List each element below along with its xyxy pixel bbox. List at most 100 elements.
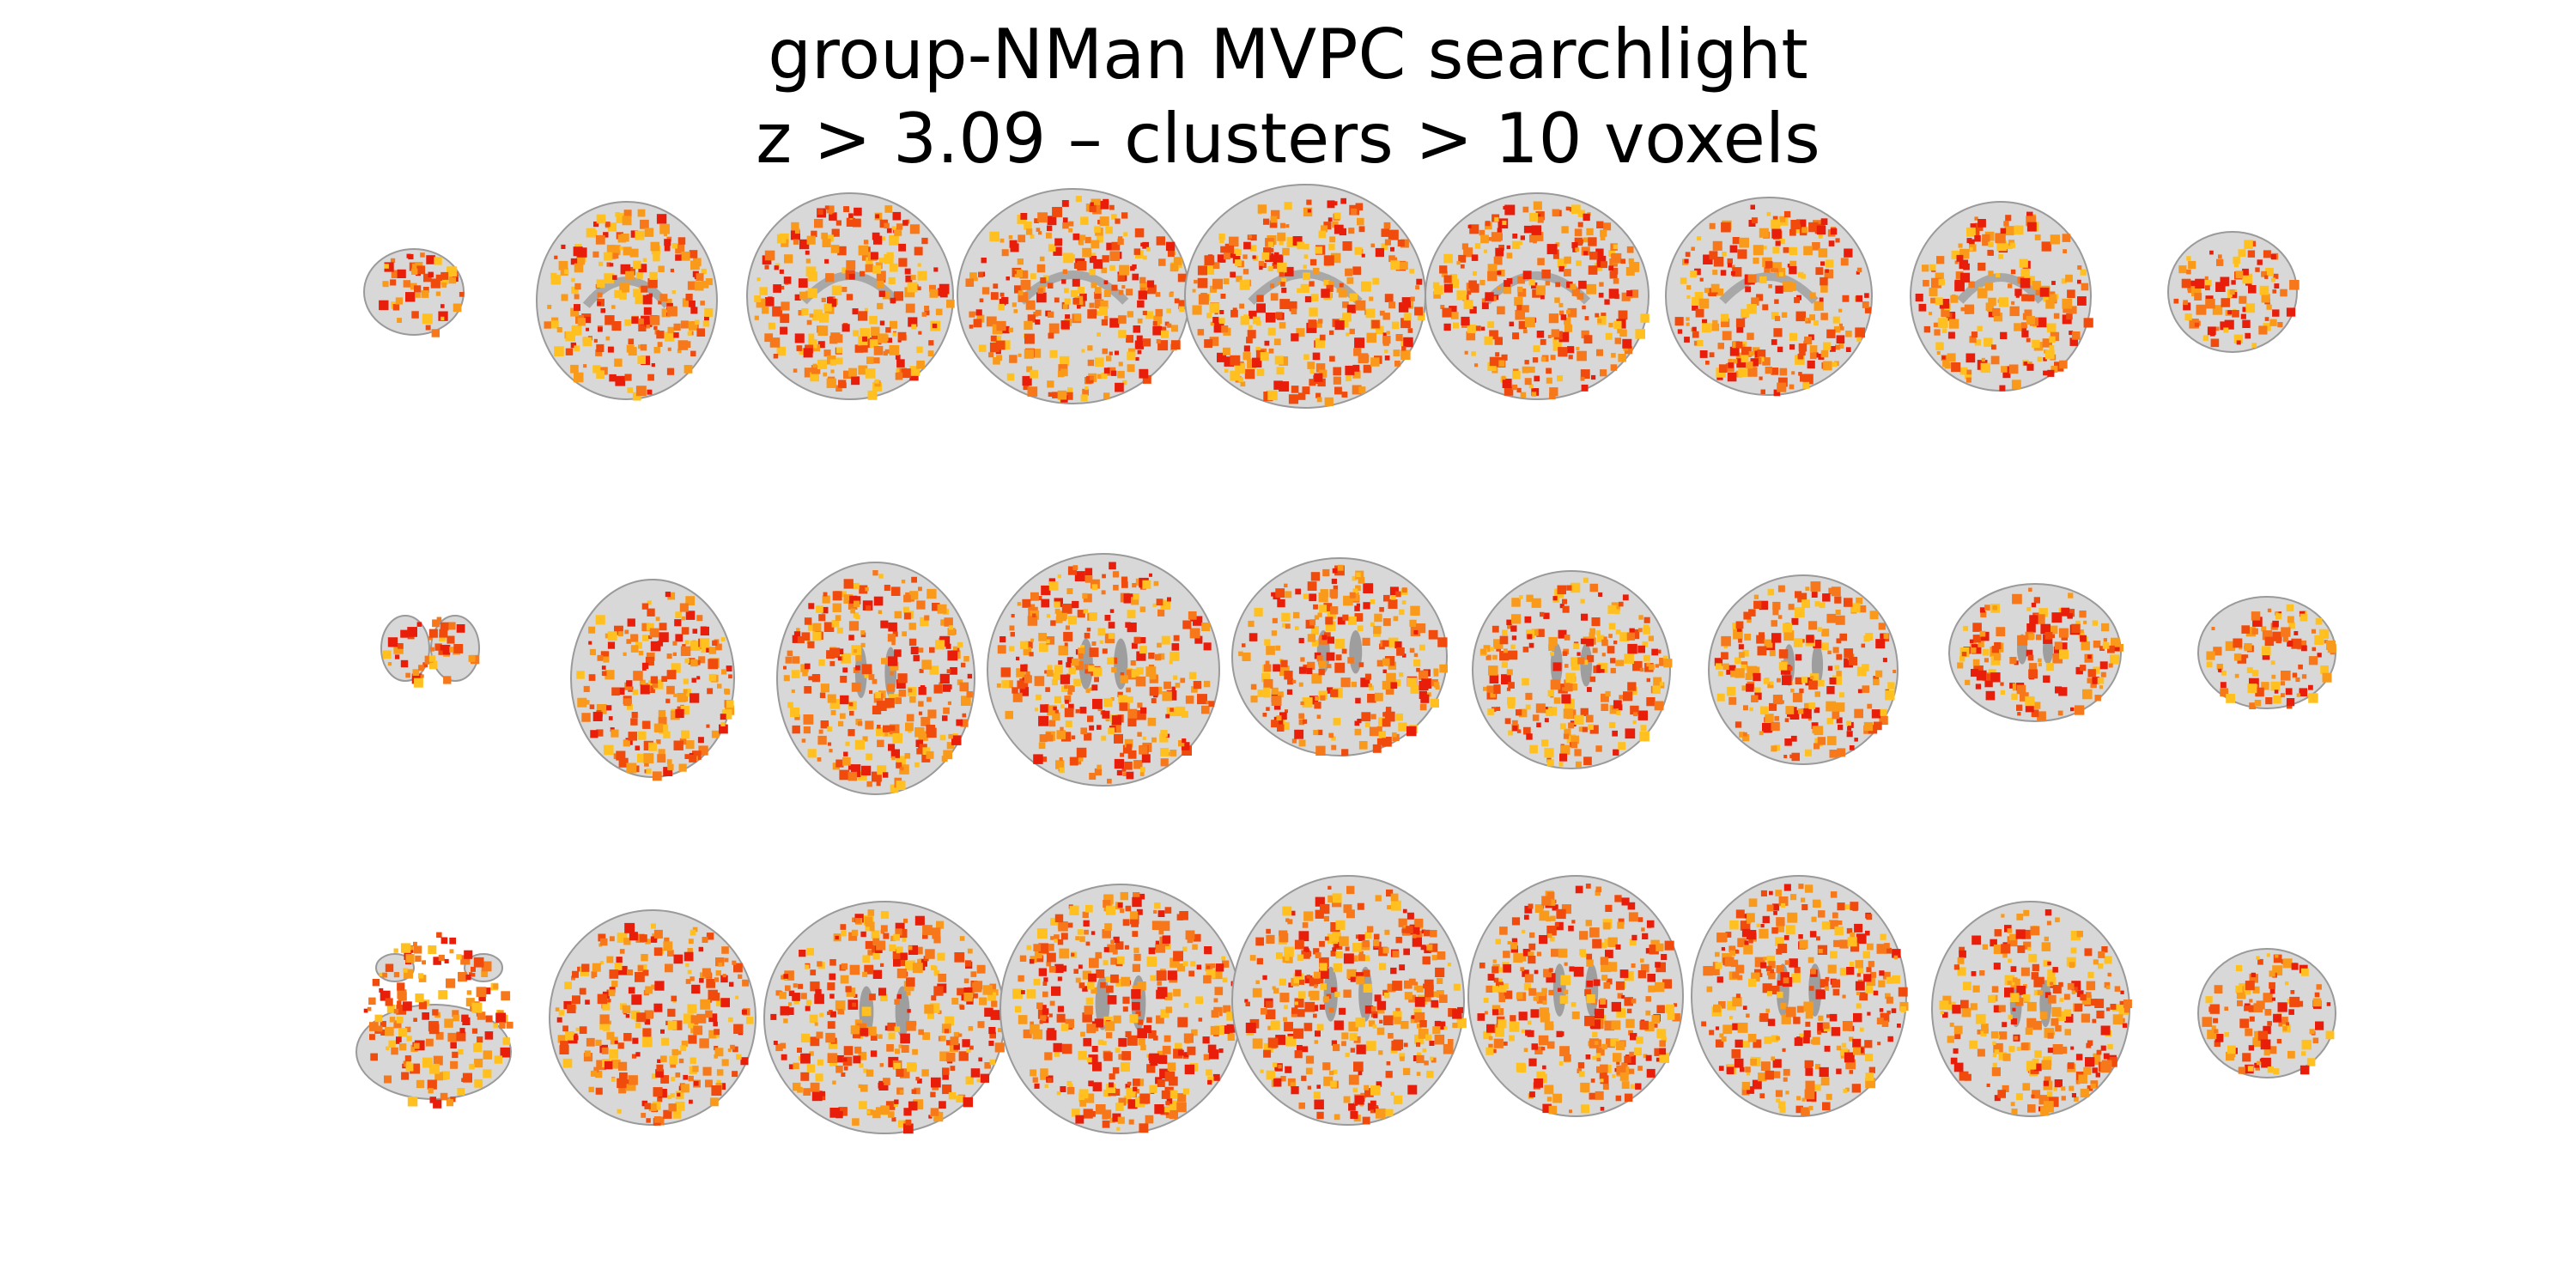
activation-voxel [1381, 243, 1388, 250]
activation-voxel [1787, 282, 1796, 291]
activation-voxel [700, 301, 705, 306]
activation-voxel [1772, 246, 1780, 254]
activation-voxel [855, 665, 860, 671]
activation-voxel [1212, 278, 1223, 289]
activation-voxel [835, 220, 841, 226]
activation-voxel [1392, 733, 1400, 741]
activation-voxel [635, 641, 642, 649]
activation-voxel [648, 1103, 657, 1112]
activation-voxel [1048, 720, 1056, 727]
activation-voxel [642, 1036, 653, 1048]
activation-voxel [1985, 302, 1995, 311]
activation-voxel [485, 1015, 493, 1023]
activation-voxel [1991, 646, 1999, 653]
activation-voxel [384, 264, 389, 269]
activation-voxel [1071, 952, 1075, 957]
activation-voxel [1546, 368, 1552, 374]
activation-voxel [1206, 965, 1211, 969]
activation-voxel [1001, 680, 1010, 689]
activation-voxel [1118, 1054, 1125, 1060]
activation-voxel [929, 284, 936, 292]
activation-voxel [769, 337, 781, 348]
activation-voxel [447, 266, 457, 277]
activation-voxel [1031, 349, 1042, 358]
activation-voxel [1389, 586, 1399, 596]
activation-voxel [593, 338, 598, 343]
activation-voxel [1988, 297, 1996, 307]
activation-voxel [1275, 588, 1285, 598]
activation-voxel [858, 245, 869, 256]
activation-voxel [774, 265, 779, 270]
activation-voxel [901, 368, 911, 379]
activation-voxel [656, 331, 665, 339]
activation-voxel [2038, 663, 2042, 667]
activation-voxel [571, 286, 579, 295]
activation-voxel [823, 303, 832, 312]
activation-voxel [721, 669, 727, 675]
activation-voxel [1863, 635, 1870, 642]
activation-voxel [1760, 706, 1769, 715]
activation-voxel [711, 730, 720, 738]
activation-voxel [1522, 270, 1532, 280]
activation-voxel [1060, 1086, 1066, 1092]
activation-voxel [1040, 277, 1047, 283]
activation-voxel [579, 1026, 587, 1034]
activation-voxel [606, 956, 614, 963]
activation-voxel [1577, 652, 1581, 656]
activation-voxel [588, 1086, 594, 1093]
activation-voxel [605, 222, 611, 228]
activation-voxel [672, 1020, 683, 1030]
activation-voxel [1643, 624, 1649, 630]
activation-voxel [1810, 581, 1821, 592]
activation-voxel [690, 350, 696, 356]
activation-voxel [1334, 386, 1342, 395]
activation-voxel [840, 713, 846, 720]
activation-voxel [1099, 216, 1109, 227]
activation-voxel [701, 626, 707, 633]
activation-voxel [2021, 294, 2029, 301]
activation-voxel [914, 1087, 920, 1095]
activation-voxel [1711, 323, 1720, 331]
activation-voxel [880, 925, 888, 933]
activation-voxel [1160, 730, 1168, 738]
activation-voxel [1548, 313, 1558, 324]
activation-voxel [798, 278, 808, 288]
activation-voxel [1178, 740, 1185, 747]
activation-voxel [841, 267, 848, 274]
activation-voxel [1354, 728, 1362, 736]
activation-voxel [590, 730, 598, 738]
activation-voxel [1277, 598, 1285, 608]
activation-voxel [1094, 287, 1102, 294]
activation-voxel [860, 345, 868, 353]
activation-voxel [574, 304, 580, 312]
activation-voxel [1066, 662, 1072, 668]
activation-voxel [457, 1088, 465, 1096]
activation-voxel [689, 301, 696, 307]
activation-voxel [2233, 263, 2239, 268]
activation-voxel [2008, 283, 2013, 289]
activation-voxel [1094, 1018, 1103, 1028]
activation-voxel [1969, 247, 1973, 252]
activation-voxel [1102, 929, 1111, 939]
activation-voxel [1193, 681, 1202, 690]
activation-voxel [1059, 757, 1063, 762]
activation-voxel [643, 753, 654, 763]
activation-voxel [1321, 635, 1327, 641]
activation-voxel [1097, 628, 1106, 636]
activation-voxel [1065, 392, 1073, 400]
activation-voxel [1721, 222, 1731, 233]
activation-voxel [1117, 691, 1123, 697]
activation-voxel [2103, 638, 2107, 642]
activation-voxel [685, 963, 690, 968]
activation-voxel [829, 959, 836, 966]
activation-voxel [908, 688, 913, 693]
activation-voxel [1878, 623, 1886, 630]
activation-voxel [1709, 222, 1716, 229]
activation-voxel [1771, 721, 1780, 732]
activation-voxel [1210, 261, 1215, 265]
activation-voxel [2273, 695, 2281, 704]
activation-voxel [1185, 696, 1194, 704]
activation-voxel [1795, 653, 1802, 661]
activation-voxel [1730, 270, 1735, 276]
activation-voxel [656, 214, 667, 224]
